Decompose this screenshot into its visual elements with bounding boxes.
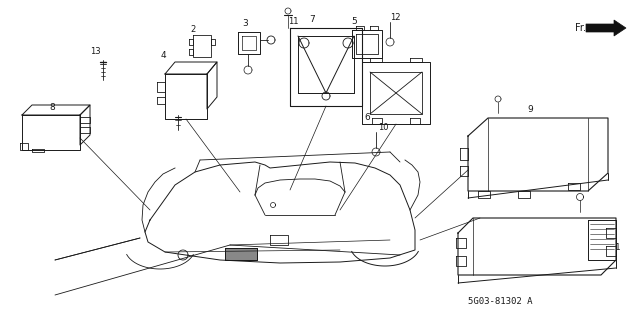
Text: 4: 4 bbox=[160, 50, 166, 60]
Text: 5: 5 bbox=[351, 18, 357, 26]
Text: 11: 11 bbox=[288, 18, 298, 26]
Text: 9: 9 bbox=[527, 106, 533, 115]
Text: 5G03-81302 A: 5G03-81302 A bbox=[468, 298, 532, 307]
Text: 12: 12 bbox=[390, 12, 400, 21]
Text: 10: 10 bbox=[378, 123, 388, 132]
Text: 7: 7 bbox=[309, 16, 315, 25]
Polygon shape bbox=[225, 248, 257, 260]
Text: 6: 6 bbox=[364, 114, 370, 122]
Polygon shape bbox=[586, 20, 626, 36]
Text: 8: 8 bbox=[49, 103, 55, 113]
Text: 1: 1 bbox=[615, 243, 621, 253]
Text: 2: 2 bbox=[190, 26, 196, 34]
Text: Fr.: Fr. bbox=[575, 23, 586, 33]
Text: 3: 3 bbox=[242, 19, 248, 28]
Text: 13: 13 bbox=[90, 48, 100, 56]
